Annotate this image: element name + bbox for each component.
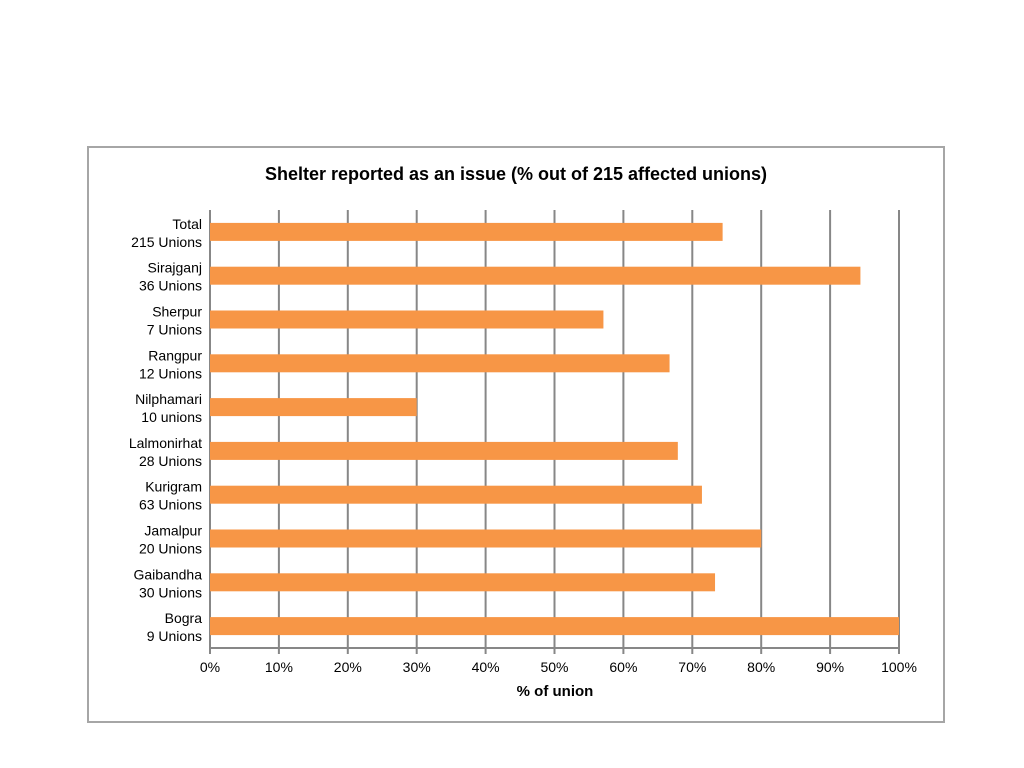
bar <box>210 310 604 329</box>
category-label: Rangpur <box>148 347 202 363</box>
category-sublabel: 36 Unions <box>139 278 202 294</box>
category-label: Total <box>172 216 202 232</box>
x-tick-label: 40% <box>472 659 500 675</box>
category-label: Bogra <box>165 610 203 626</box>
bar <box>210 617 899 636</box>
category-sublabel: 7 Unions <box>147 322 202 338</box>
category-label: Jamalpur <box>144 523 202 539</box>
bar <box>210 354 670 373</box>
x-tick-label: 100% <box>881 659 917 675</box>
x-tick-label: 30% <box>403 659 431 675</box>
category-sublabel: 20 Unions <box>139 541 202 557</box>
x-tick-label: 70% <box>678 659 706 675</box>
bar <box>210 398 417 417</box>
x-axis-title: % of union <box>516 683 594 700</box>
chart-title: Shelter reported as an issue (% out of 2… <box>264 164 768 184</box>
x-tick-label: 50% <box>540 659 568 675</box>
category-sublabel: 215 Unions <box>131 234 202 250</box>
x-tick-label: 80% <box>747 659 775 675</box>
x-tick-label: 60% <box>609 659 637 675</box>
category-sublabel: 30 Unions <box>139 584 202 600</box>
category-label: Kurigram <box>145 479 202 495</box>
bar <box>210 266 861 285</box>
bar <box>210 441 678 460</box>
category-sublabel: 63 Unions <box>139 497 202 513</box>
bar <box>210 485 702 504</box>
category-label: Lalmonirhat <box>129 435 202 451</box>
category-label: Sirajganj <box>148 260 202 276</box>
bar <box>210 222 723 241</box>
category-sublabel: 28 Unions <box>139 453 202 469</box>
category-sublabel: 10 unions <box>141 409 202 425</box>
x-tick-label: 90% <box>816 659 844 675</box>
bar <box>210 573 716 592</box>
x-tick-label: 10% <box>265 659 293 675</box>
x-tick-label: 0% <box>200 659 220 675</box>
category-sublabel: 12 Unions <box>139 365 202 381</box>
bar <box>210 529 762 548</box>
x-tick-label: 20% <box>334 659 362 675</box>
category-label: Sherpur <box>152 304 202 320</box>
category-label: Gaibandha <box>133 566 202 582</box>
category-sublabel: 9 Unions <box>147 628 202 644</box>
category-label: Nilphamari <box>135 391 202 407</box>
